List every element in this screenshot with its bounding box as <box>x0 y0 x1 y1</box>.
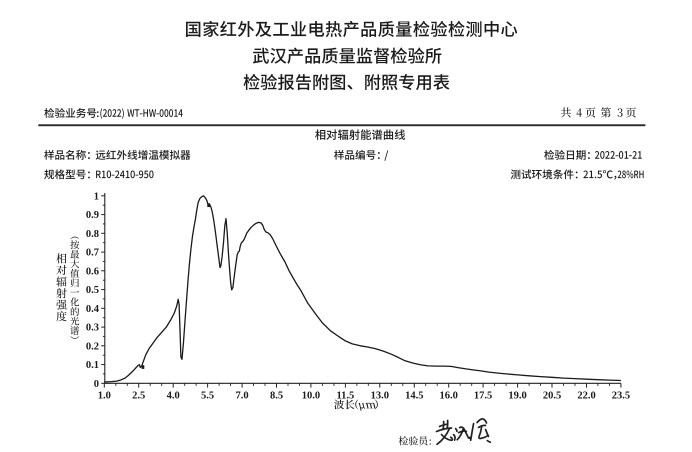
svg-text:0: 0 <box>94 379 99 390</box>
svg-text:0.7: 0.7 <box>86 248 99 259</box>
svg-text:0.3: 0.3 <box>86 323 99 334</box>
svg-text:0.1: 0.1 <box>86 360 99 371</box>
svg-text:16.0: 16.0 <box>440 391 458 402</box>
svg-text:7.0: 7.0 <box>236 391 249 402</box>
svg-text:4.0: 4.0 <box>167 391 180 402</box>
svg-text:0.4: 0.4 <box>86 304 100 315</box>
svg-text:8.5: 8.5 <box>270 391 283 402</box>
svg-text:17.5: 17.5 <box>474 391 492 402</box>
svg-text:0.9: 0.9 <box>86 210 99 221</box>
svg-text:1.0: 1.0 <box>98 391 111 402</box>
svg-text:13.0: 13.0 <box>371 391 389 402</box>
svg-text:0.6: 0.6 <box>86 266 99 277</box>
svg-text:5.5: 5.5 <box>201 391 214 402</box>
svg-text:10.0: 10.0 <box>302 391 320 402</box>
svg-text:2.5: 2.5 <box>132 391 145 402</box>
svg-text:0.2: 0.2 <box>86 341 99 352</box>
svg-text:0.8: 0.8 <box>86 229 99 240</box>
svg-text:1: 1 <box>94 191 99 202</box>
svg-text:11.5: 11.5 <box>337 391 355 402</box>
svg-text:20.5: 20.5 <box>543 391 561 402</box>
svg-text:0.5: 0.5 <box>86 285 99 296</box>
svg-text:14.5: 14.5 <box>405 391 423 402</box>
svg-text:22.0: 22.0 <box>577 391 595 402</box>
svg-text:19.0: 19.0 <box>508 391 526 402</box>
svg-text:23.5: 23.5 <box>612 391 630 402</box>
